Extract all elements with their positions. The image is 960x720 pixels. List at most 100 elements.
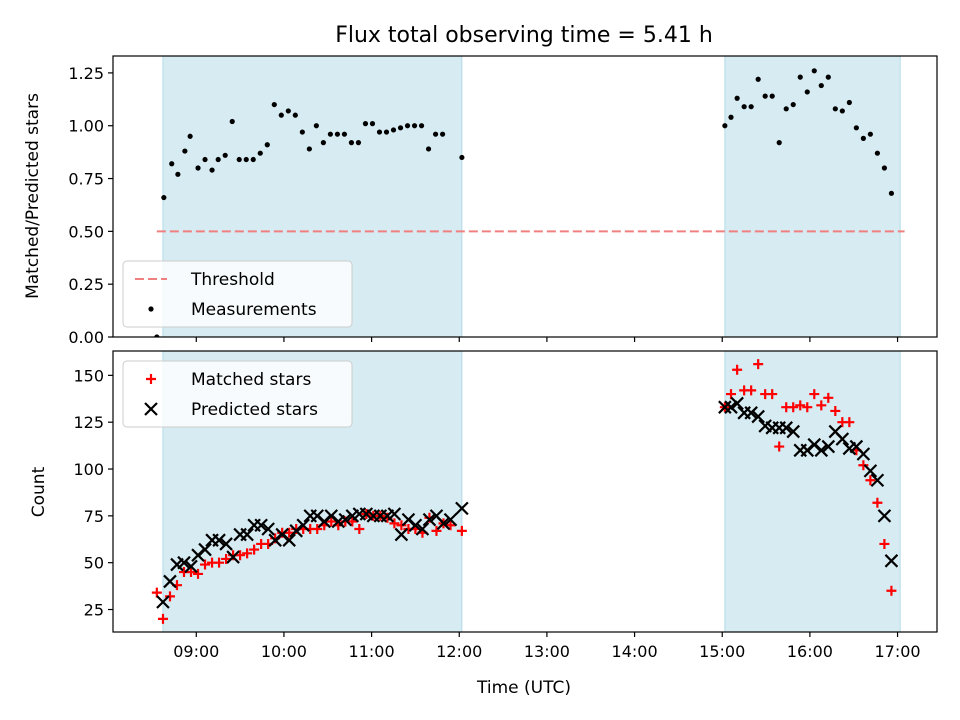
predicted-point [219,537,233,551]
predicted-point [212,533,226,547]
legend-matched-swatch [146,374,156,384]
matched-point [214,557,225,568]
predicted-point [730,396,744,411]
measurement-point [390,127,397,133]
measurement-point [783,106,789,112]
matched-point [242,548,253,559]
matched-point [788,402,799,413]
matched-point [326,516,337,527]
y-tick-label: 0.00 [68,328,104,347]
matched-point [157,613,168,624]
predicted-point [254,518,268,532]
legend: Matched stars Predicted stars [122,360,353,428]
predicted-point [821,439,836,454]
x-tick-label: 15:00 [699,642,745,661]
measurement-point [369,121,376,127]
measurement-point [154,334,160,337]
matched-point [802,402,813,413]
ratio-panel: 0.00 0.25 0.50 0.75 1.00 1.25 Threshold Measure… [68,55,938,347]
measurement-point [376,129,383,135]
predicted-point [296,518,310,532]
measurement-point [846,99,852,106]
measurement-point [182,148,188,154]
measurement-point [432,131,439,137]
legend-predicted-swatch [144,402,158,416]
matched-point [431,525,442,536]
top-y-axis-label: Matched/Predicted stars [23,93,43,299]
measurement-point [271,101,277,108]
measurement-point [734,95,740,101]
predicted-point [814,443,829,458]
predicted-point [744,406,758,420]
matched-point [164,591,175,602]
measurement-point [195,165,201,171]
measurement-point [341,131,348,137]
measurement-point [264,142,270,148]
measurement-point [285,108,291,114]
predicted-point [863,464,878,478]
measurement-point [161,194,167,201]
x-tick-label: 09:00 [173,642,219,661]
measurement-point [229,118,235,125]
measurement-point [888,190,895,196]
measurement-point [292,112,298,118]
measurement-point [860,135,866,141]
predicted-point [455,501,469,516]
matched-point [396,520,407,531]
predicted-point [177,555,191,570]
matched-point [249,544,260,555]
matched-point [235,550,246,561]
measurement-point [222,152,228,158]
predicted-point [779,421,794,435]
measurement-point [804,89,810,95]
matched-point [844,417,855,428]
measurement-point [362,121,369,127]
chart-title: Flux total observing time = 5.41 h [335,23,713,48]
y-tick-label: 75 [84,507,104,526]
observing-window-2 [724,56,901,337]
matched-point [809,389,820,400]
measurement-point [825,74,831,80]
measurement-point [169,161,175,167]
measurement-point [278,112,284,118]
measurement-point [257,150,263,156]
predicted-point [156,595,170,609]
matched-point [872,497,883,508]
legend-entry-label: Threshold [190,270,275,290]
predicted-point [422,512,437,527]
measurement-point [313,123,319,129]
y-tick-label: 150 [73,366,104,385]
predicted-point [443,512,458,527]
predicted-point [338,512,353,527]
x-tick-label: 11:00 [349,642,395,661]
matched-point [445,520,456,531]
measurement-point [418,123,425,129]
predicted-point [786,424,801,439]
measurement-point [440,131,446,137]
measurement-point [722,123,728,129]
matched-point [193,568,204,579]
x-tick-label: 10:00 [261,642,307,661]
matched-point [823,392,834,403]
measurement-point [202,156,208,163]
y-tick-label: 1.00 [68,117,104,136]
predicted-point [870,473,885,488]
measurement-point [306,146,312,152]
measurement-point [776,140,782,146]
measurement-point [175,171,181,177]
observing-window-2 [724,351,901,632]
predicted-point [261,522,275,536]
y-tick-label: 100 [73,460,104,479]
measurement-point [755,76,761,82]
predicted-point [240,527,254,542]
matched-point [795,400,806,411]
predicted-point [163,574,177,589]
matched-point [767,389,778,400]
measurement-point [811,68,817,74]
legend-entry-label: Measurements [191,300,317,320]
matched-point [456,525,467,536]
predicted-point [884,554,899,568]
measurement-point [748,104,754,110]
measurement-point [299,129,305,135]
predicted-point [226,550,240,564]
